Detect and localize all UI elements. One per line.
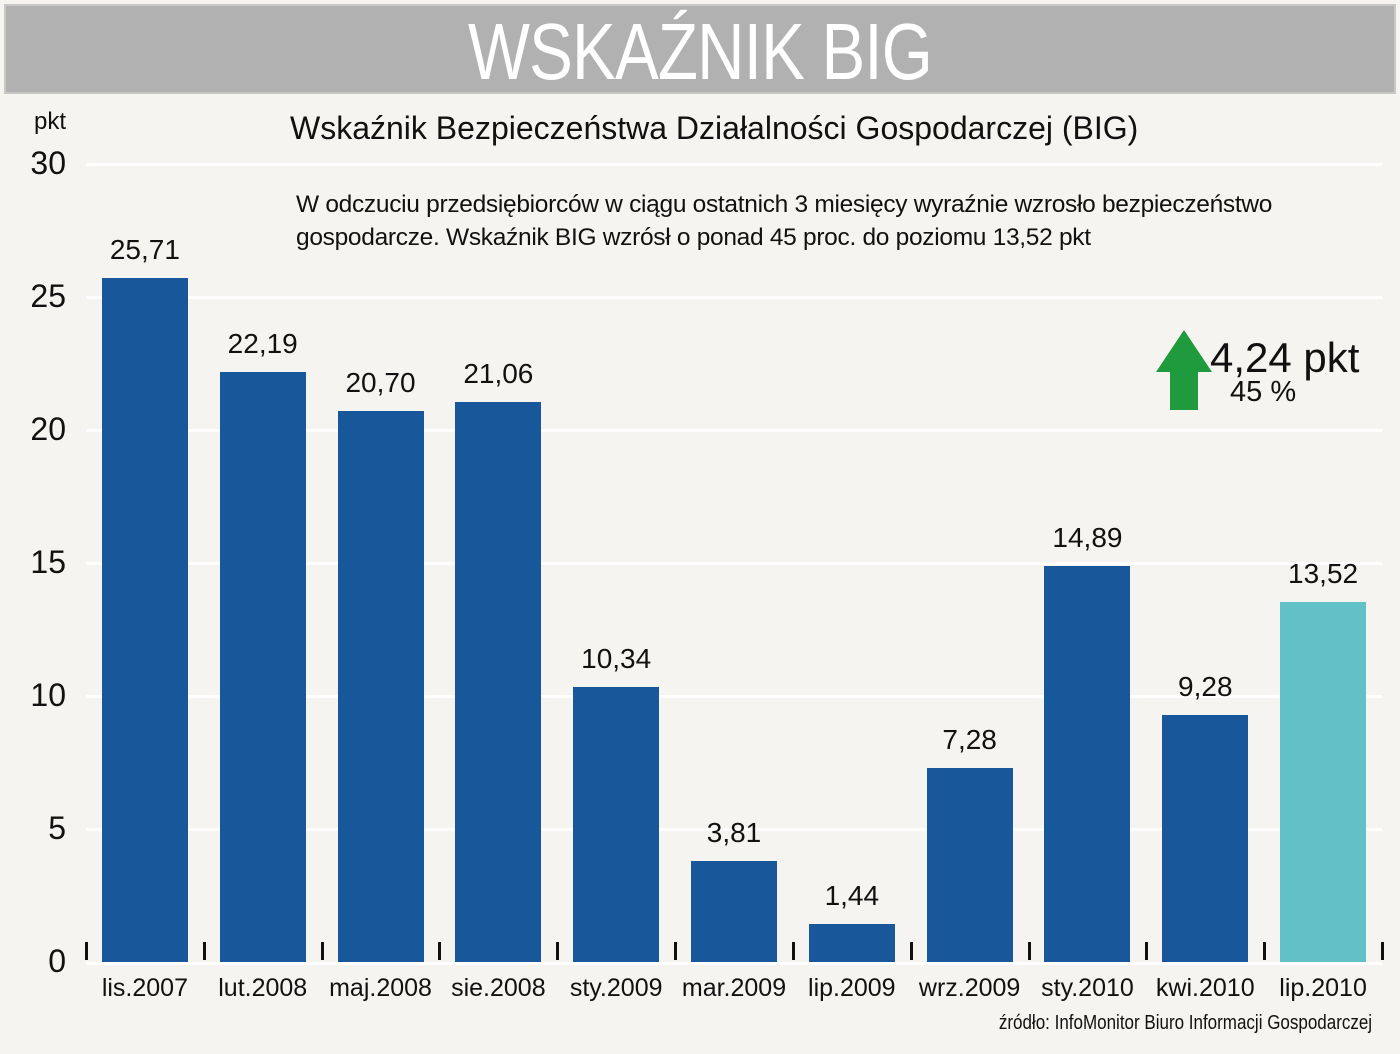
bar	[573, 686, 660, 962]
bar	[808, 923, 895, 962]
x-tick-label: kwi.2010	[1155, 974, 1255, 1002]
x-tick-label: lis.2007	[101, 974, 188, 1002]
bar	[101, 278, 188, 962]
x-tick-label: wrz.2009	[918, 974, 1021, 1002]
x-tick	[1263, 942, 1267, 960]
bar	[926, 768, 1013, 962]
x-tick-label: sie.2008	[451, 974, 546, 1002]
bar-value-label: 9,28	[1178, 671, 1233, 703]
bar-value-label: 10,34	[581, 642, 652, 674]
x-tick-label: lut.2008	[218, 974, 308, 1002]
up-arrow-icon	[1156, 330, 1212, 410]
x-tick	[85, 942, 88, 960]
bar	[337, 411, 424, 962]
source-note: źródło: InfoMonitor Biuro Informacji Gos…	[998, 1012, 1372, 1034]
bar-value-label: 21,06	[463, 357, 534, 389]
x-tick-label: sty.2010	[1041, 974, 1134, 1002]
y-tick-label: 30	[30, 145, 66, 181]
bar	[1280, 602, 1367, 962]
bar-value-label: 22,19	[227, 327, 298, 359]
gridline	[86, 429, 1382, 432]
y-tick-label: 25	[30, 278, 66, 314]
bar-value-label: 20,70	[345, 367, 416, 399]
x-tick	[1145, 942, 1149, 960]
x-axis-baseline	[86, 962, 1382, 965]
bar	[1044, 565, 1131, 962]
bar	[219, 371, 306, 962]
x-tick-label: lip.2009	[808, 974, 896, 1002]
change-value: 4,24 pkt	[1210, 334, 1360, 381]
x-tick	[320, 942, 324, 960]
x-tick-label: lip.2010	[1279, 974, 1367, 1002]
y-tick-label: 5	[48, 810, 66, 846]
x-tick	[556, 942, 560, 960]
banner: WSKAŹNIK BIG	[4, 4, 1396, 94]
x-tick	[1027, 942, 1031, 960]
gridline	[86, 695, 1382, 698]
change-indicator: 4,24 pkt 45 %	[1156, 330, 1396, 420]
y-tick-label: 10	[30, 677, 66, 713]
gridline	[86, 562, 1382, 565]
x-tick	[1381, 942, 1384, 960]
x-tick-label: mar.2009	[681, 974, 787, 1002]
gridline	[86, 296, 1382, 299]
bar-value-label: 13,52	[1288, 558, 1359, 590]
annotation-text: W odczuciu przedsiębiorców w ciągu ostat…	[296, 191, 1273, 251]
bar-value-label: 14,89	[1052, 521, 1123, 553]
x-tick	[202, 942, 206, 960]
y-tick-label: 0	[48, 943, 66, 979]
gridline	[86, 828, 1382, 831]
change-percent: 45 %	[1230, 376, 1297, 408]
bar-value-label: 25,71	[109, 234, 180, 266]
gridline	[86, 163, 1382, 166]
chart-title: Wskaźnik Bezpieczeństwa Działalności Gos…	[290, 110, 1139, 146]
x-tick	[909, 942, 913, 960]
bar	[691, 860, 777, 962]
y-tick-label: 15	[30, 544, 66, 580]
bar-value-label: 7,28	[942, 724, 997, 756]
y-axis-unit: pkt	[34, 108, 67, 135]
y-tick-label: 20	[30, 411, 66, 447]
banner-title: WSKAŹNIK BIG	[467, 7, 933, 96]
x-tick	[438, 942, 442, 960]
bar-value-label: 1,44	[824, 879, 880, 911]
x-tick	[791, 942, 795, 960]
bar	[455, 401, 542, 962]
bar	[1162, 715, 1249, 962]
x-tick-label: sty.2009	[569, 974, 663, 1002]
x-tick	[674, 942, 678, 960]
bar-value-label: 3,81	[706, 816, 762, 848]
x-tick-label: maj.2008	[329, 974, 432, 1002]
